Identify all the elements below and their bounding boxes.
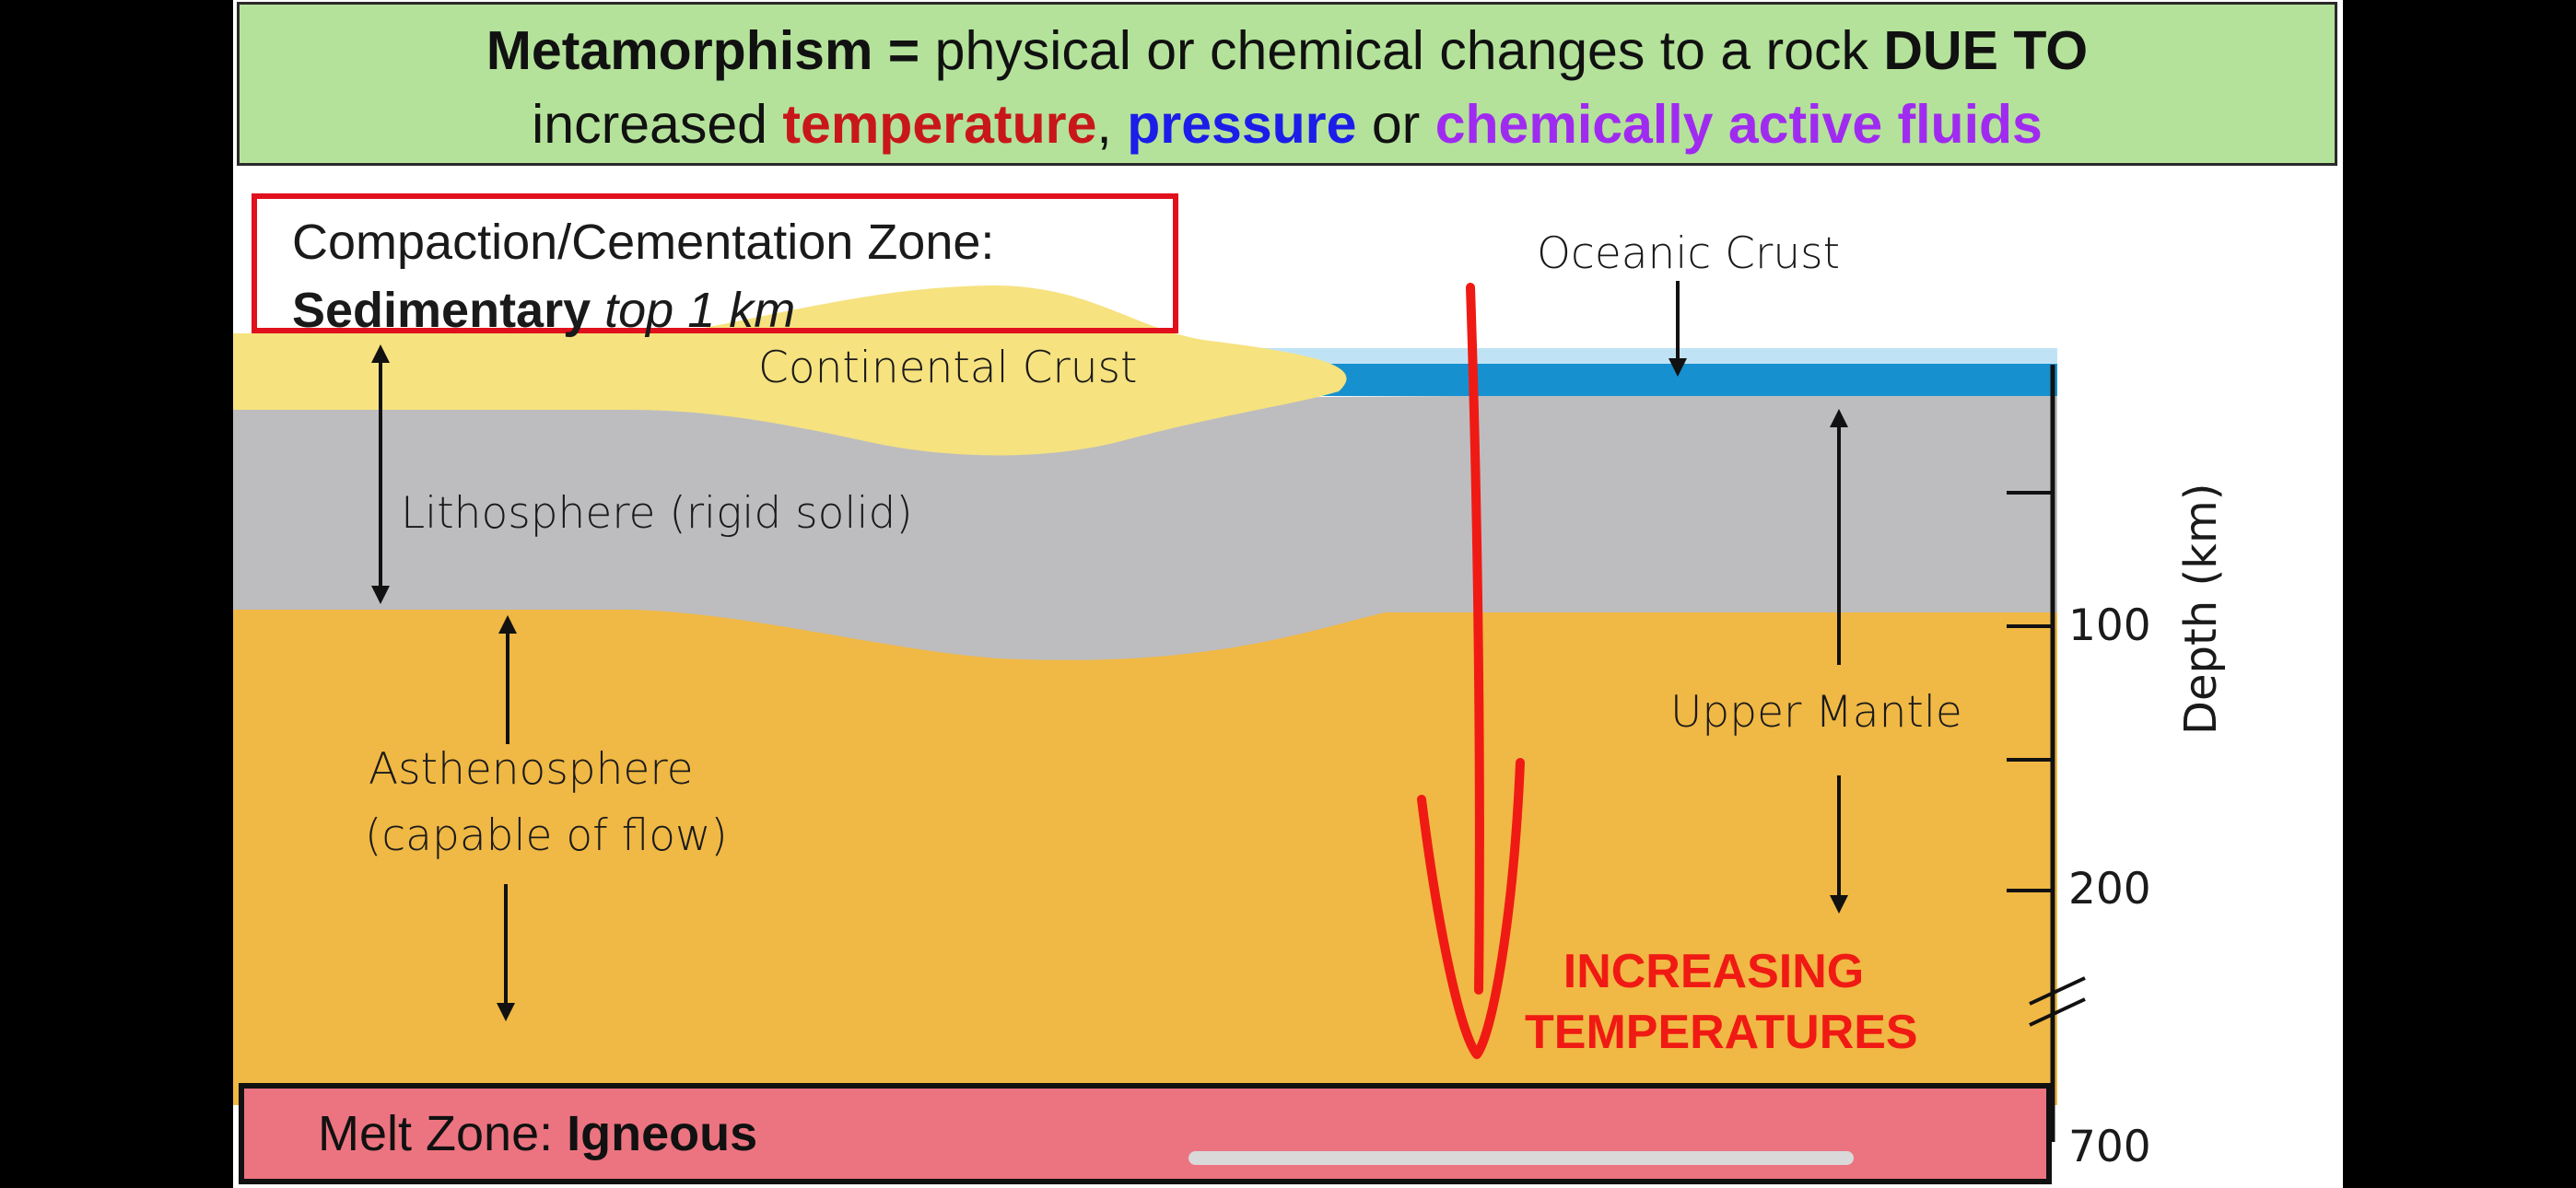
- increasing-label-line-2: TEMPERATURES: [1525, 1006, 1918, 1059]
- title-line-1: Metamorphism = physical or chemical chan…: [240, 14, 2335, 87]
- axis-break-mark: [2029, 976, 2086, 1006]
- home-indicator-bar[interactable]: [1188, 1151, 1854, 1165]
- title-banner: Metamorphism = physical or chemical chan…: [237, 2, 2337, 166]
- sedimentary-label: Sedimentary: [292, 283, 591, 338]
- depth-tick-label-100: 100: [2068, 600, 2151, 651]
- igneous-label: Igneous: [567, 1106, 758, 1161]
- ocean-water: [1256, 348, 2057, 365]
- title-definition: physical or chemical changes to a rock: [919, 20, 1884, 81]
- title-term: Metamorphism =: [486, 20, 920, 81]
- increasing-label-line-1: INCREASING: [1563, 945, 1865, 998]
- upper-mantle-label: Upper Mantle: [1670, 687, 1962, 738]
- title-comma: ,: [1096, 94, 1128, 155]
- asthenosphere-sublabel: (capable of flow): [365, 810, 728, 861]
- compaction-zone-title: Compaction/Cementation Zone:: [292, 215, 995, 270]
- lithosphere-label: Lithosphere (rigid solid): [401, 488, 913, 539]
- temperature-increase-arrow: [1466, 283, 1484, 995]
- earth-layers-diagram: [233, 281, 2086, 1142]
- title-pressure: pressure: [1127, 94, 1357, 155]
- oceanic-crust-label: Oceanic Crust: [1537, 228, 1841, 279]
- title-due-to: DUE TO: [1883, 20, 2089, 81]
- melt-zone-label: Melt Zone:: [318, 1106, 568, 1161]
- temperature-arrowhead: [1417, 758, 1525, 1059]
- title-or: or: [1356, 94, 1435, 155]
- title-increased: increased: [532, 94, 783, 155]
- title-temperature: temperature: [782, 94, 1097, 155]
- depth-tick-label-200: 200: [2068, 864, 2151, 914]
- asthenosphere-label: Asthenosphere: [369, 744, 694, 795]
- upper-mantle-layer: [233, 589, 2057, 1105]
- increasing-temperatures-label: INCREASING TEMPERATURES: [1525, 941, 1918, 1063]
- depth-tick-label-700: 700: [2068, 1122, 2151, 1172]
- compaction-zone-detail: Sedimentary top 1 km: [292, 276, 1173, 344]
- depth-axis-label: Depth (km): [2175, 483, 2227, 735]
- axis-break-mark: [2029, 997, 2086, 1027]
- sedimentary-depth: top 1 km: [591, 283, 796, 338]
- lithosphere-layer: [233, 391, 2057, 660]
- compaction-zone-box: Compaction/Cementation Zone: Sedimentary…: [252, 193, 1178, 338]
- title-line-2: increased temperature, pressure or chemi…: [240, 87, 2335, 161]
- continental-crust-label: Continental Crust: [758, 343, 1138, 393]
- melt-zone-box: Melt Zone: Igneous: [239, 1083, 2052, 1184]
- oceanic-crust-layer: [1256, 364, 2057, 396]
- title-fluids: chemically active fluids: [1434, 94, 2043, 155]
- slide: Metamorphism = physical or chemical chan…: [233, 0, 2343, 1188]
